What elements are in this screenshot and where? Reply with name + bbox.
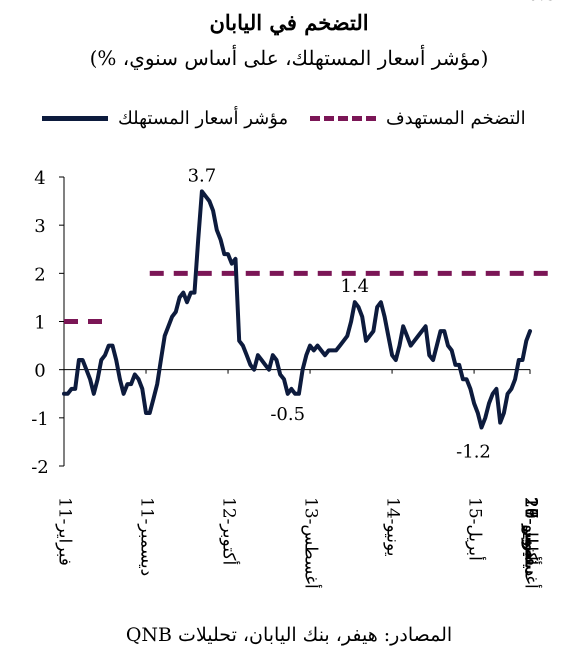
data-label: 0.8 <box>527 0 556 5</box>
legend-swatch-target <box>310 116 376 121</box>
x-tick-label: ديسمبر-21 <box>521 497 541 576</box>
x-tick-label: أبريل-15 <box>465 497 487 561</box>
chart-legend: مؤشر أسعار المستهلك التضخم المستهدف <box>0 108 578 140</box>
x-tick-label: فبراير-11 <box>55 497 75 566</box>
x-tick-label: فبراير-21 <box>521 497 541 566</box>
x-tick-label: ديسمبر-16 <box>521 497 541 576</box>
data-label: -1.2 <box>456 441 491 462</box>
x-tick-label: أبريل-20 <box>521 497 543 561</box>
x-tick-label: أغسطس-18 <box>521 497 543 589</box>
x-tick-label: يونيو-19 <box>521 497 541 557</box>
y-tick-label: -2 <box>31 457 49 478</box>
chart-source: المصادر: هيفر، بنك اليابان، تحليلات QNB <box>125 624 453 646</box>
y-tick-label: -1 <box>31 409 49 430</box>
chart-title: التضخم في اليابان <box>209 10 369 35</box>
legend-label-target: التضخم المستهدف <box>386 108 526 129</box>
x-tick-label: أكتوبر-12 <box>219 497 241 565</box>
y-tick-label: 4 <box>34 168 45 189</box>
x-tick-label: ديسمبر-11 <box>137 497 157 576</box>
legend-label-cpi: مؤشر أسعار المستهلك <box>118 108 289 129</box>
data-label: 3.7 <box>188 165 217 186</box>
y-tick-label: 0 <box>34 361 45 382</box>
legend-item-target: التضخم المستهدف <box>310 108 526 129</box>
data-label: 1.4 <box>340 276 369 297</box>
data-label: -0.5 <box>270 404 305 425</box>
x-tick-label: أغسطس-13 <box>301 497 323 589</box>
chart-subtitle: (مؤشر أسعار المستهلك، على أساس سنوي، %) <box>89 46 489 70</box>
x-tick-label: فبراير-16 <box>521 497 541 566</box>
legend-swatch-cpi <box>42 116 108 121</box>
y-tick-label: 1 <box>34 313 45 334</box>
y-tick-label: 2 <box>34 264 45 285</box>
cpi-line <box>62 189 532 430</box>
x-tick-label: أكتوبر-17 <box>521 497 543 565</box>
y-tick-label: 3 <box>34 216 45 237</box>
x-tick-label: يونيو-14 <box>383 497 403 557</box>
legend-item-cpi: مؤشر أسعار المستهلك <box>42 108 288 129</box>
